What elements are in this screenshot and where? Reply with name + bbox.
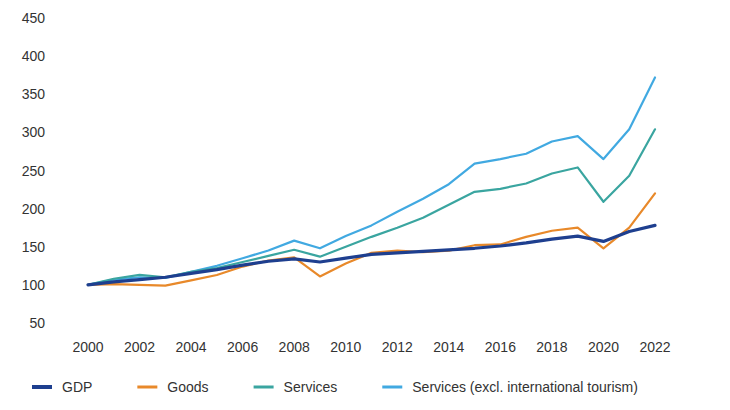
y-tick-label: 200 [22,201,46,217]
x-tick-label: 2004 [176,339,207,355]
y-tick-label: 50 [29,315,45,331]
x-tick-label: 2010 [330,339,361,355]
legend-swatch [254,386,274,389]
x-tick-label: 2020 [588,339,619,355]
y-tick-label: 400 [22,48,46,64]
lines [88,77,655,285]
legend-swatch [382,386,402,389]
y-tick-label: 150 [22,239,46,255]
x-tick-label: 2022 [639,339,670,355]
y-tick-label: 250 [22,163,46,179]
series-line [88,193,655,285]
x-tick-label: 2018 [536,339,567,355]
series-line [88,225,655,284]
x-tick-label: 2006 [227,339,258,355]
legend-swatch [137,386,157,389]
x-tick-label: 2016 [485,339,516,355]
y-tick-label: 100 [22,277,46,293]
x-tick-label: 2014 [433,339,464,355]
y-tick-label: 450 [22,10,46,26]
legend-label: Services [284,379,338,395]
x-tick-label: 2012 [382,339,413,355]
series-line [88,129,655,285]
y-tick-label: 350 [22,86,46,102]
x-tick-label: 2002 [124,339,155,355]
legend-swatch [32,385,52,389]
legend-label: GDP [62,379,92,395]
legend-label: Services (excl. international tourism) [412,379,638,395]
chart: 50 100 150 200 250 300 350 400 450 2000 2002 2004 20… [0,0,730,410]
x-tick-label: 2000 [72,339,103,355]
x-tick-label: 2008 [279,339,310,355]
y-tick-label: 300 [22,124,46,140]
series-line [88,77,655,284]
legend-label: Goods [167,379,208,395]
